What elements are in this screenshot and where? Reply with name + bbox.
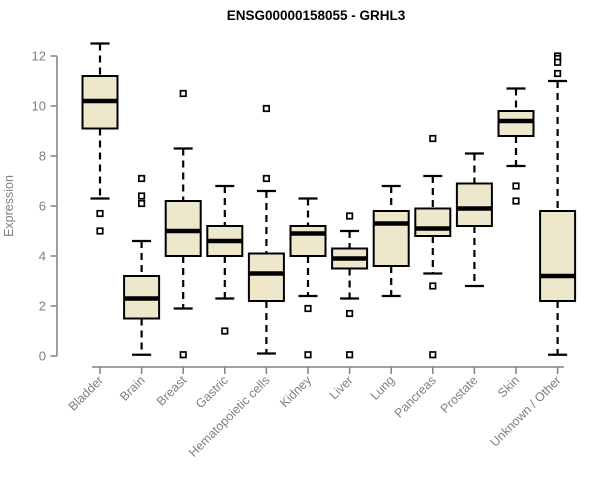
iqr-box [372, 210, 410, 267]
x-tick-label-skin: Skin [495, 373, 522, 400]
box-breast [164, 89, 202, 359]
x-tick-label-unknown-other: Unknown / Other [487, 373, 563, 449]
box-skin [497, 87, 535, 205]
y-tick-label: 0 [39, 349, 46, 364]
outlier-point [138, 192, 146, 200]
y-tick-label: 12 [32, 49, 46, 64]
outlier-point [512, 182, 520, 190]
x-tick-label-breast: Breast [154, 373, 190, 409]
outlier-point [179, 351, 187, 359]
x-tick-label-gastric: Gastric [193, 373, 231, 411]
x-tick-label-pancreas: Pancreas [392, 373, 439, 420]
outlier-point [346, 212, 354, 220]
outlier-point [304, 304, 312, 313]
x-tick-label-prostate: Prostate [438, 373, 481, 416]
outlier-point [429, 282, 437, 290]
iqr-box [289, 225, 327, 257]
box-gastric [206, 184, 244, 335]
outlier-point [429, 351, 437, 359]
box-kidney [289, 197, 327, 359]
outlier-point [96, 209, 104, 218]
box-pancreas [414, 134, 452, 359]
outlier-point [262, 174, 270, 183]
outlier-point [553, 58, 562, 66]
box-hematopoietic-cells [247, 104, 285, 355]
box-prostate [455, 152, 493, 288]
outlier-point [138, 174, 146, 183]
outlier-point [553, 69, 562, 78]
x-tick-label-bladder: Bladder [66, 373, 106, 413]
iqr-box [539, 210, 577, 302]
outlier-point [221, 327, 229, 335]
y-tick-label: 4 [39, 249, 46, 264]
iqr-box [455, 182, 493, 227]
y-tick-label: 8 [39, 149, 46, 164]
outlier-point [304, 351, 312, 359]
y-tick-label: 2 [39, 299, 46, 314]
outlier-point [96, 227, 104, 235]
y-tick-label: 10 [32, 99, 46, 114]
iqr-box [414, 207, 452, 237]
outlier-point [346, 309, 354, 318]
boxes [81, 42, 577, 359]
outlier-point [138, 199, 146, 208]
x-tick-label-hematopoietic-cells: Hematopoietic cells [186, 373, 273, 460]
chart-title: ENSG00000158055 - GRHL3 [227, 8, 406, 23]
box-bladder [81, 42, 119, 235]
iqr-box [247, 252, 285, 302]
box-brain [123, 174, 161, 356]
box-unknown-other [539, 52, 577, 356]
y-axis-label: Expression [2, 175, 16, 237]
x-tick-label-kidney: Kidney [277, 373, 314, 410]
box-liver [331, 212, 369, 359]
x-tick-label-brain: Brain [117, 373, 148, 404]
iqr-box [164, 200, 202, 257]
outlier-point [179, 89, 187, 98]
y-tick-label: 6 [39, 199, 46, 214]
outlier-point [429, 134, 437, 143]
x-tick-label-liver: Liver [327, 373, 356, 402]
outlier-point [262, 104, 270, 113]
box-lung [372, 184, 410, 298]
outlier-point [346, 351, 354, 359]
x-tick-label-lung: Lung [368, 373, 398, 403]
outlier-point [512, 197, 520, 205]
iqr-box [497, 110, 535, 137]
